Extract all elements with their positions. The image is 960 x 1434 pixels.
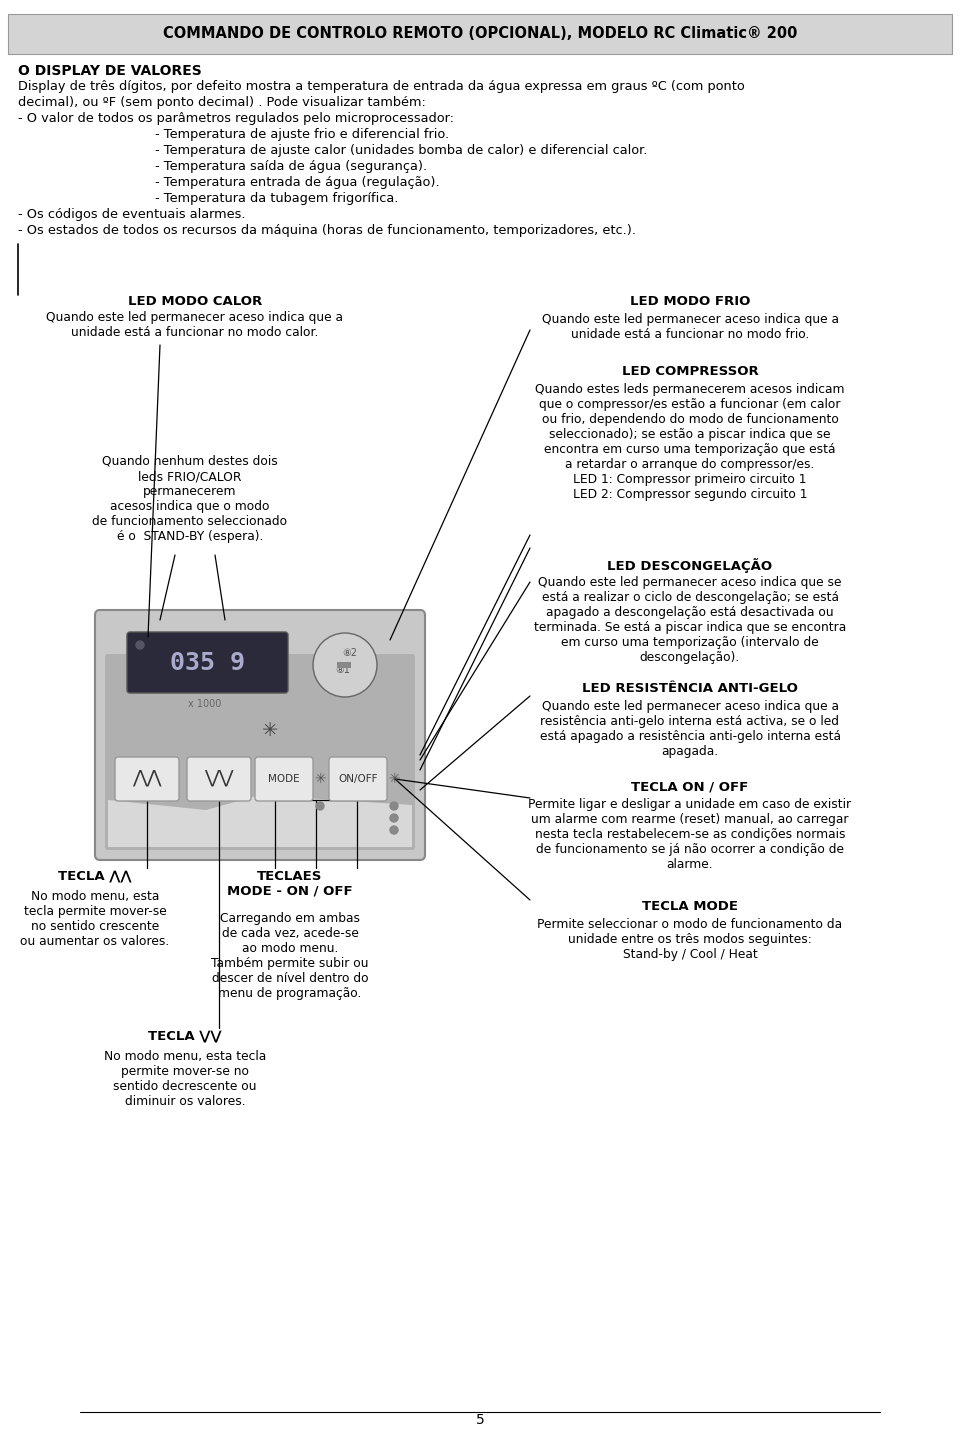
Text: LED RESISTÊNCIA ANTI-GELO: LED RESISTÊNCIA ANTI-GELO	[582, 683, 798, 695]
Text: Permite ligar e desligar a unidade em caso de existir
um alarme com rearme (rese: Permite ligar e desligar a unidade em ca…	[528, 797, 852, 870]
Text: ✳: ✳	[388, 771, 399, 786]
Text: Permite seleccionar o modo de funcionamento da
unidade entre os três modos segui: Permite seleccionar o modo de funcioname…	[538, 918, 843, 961]
Text: ✳: ✳	[262, 720, 278, 740]
Text: - Temperatura saída de água (segurança).: - Temperatura saída de água (segurança).	[155, 161, 427, 174]
Text: Quando nenhum destes dois
leds FRIO/CALOR
permanecerem
acesos indica que o modo
: Quando nenhum destes dois leds FRIO/CALO…	[92, 455, 288, 543]
Circle shape	[136, 641, 144, 650]
Text: Quando este led permanecer aceso indica que a
unidade está a funcionar no modo c: Quando este led permanecer aceso indica …	[46, 311, 344, 338]
Text: LED DESCONGELAÇÃO: LED DESCONGELAÇÃO	[608, 558, 773, 574]
Text: x 1000: x 1000	[188, 698, 222, 708]
Bar	[8, 14, 952, 54]
Text: Quando este led permanecer aceso indica que a
unidade está a funcionar no modo f: Quando este led permanecer aceso indica …	[541, 313, 838, 341]
Text: No modo menu, esta tecla
permite mover-se no
sentido decrescente ou
diminuir os : No modo menu, esta tecla permite mover-s…	[104, 1050, 266, 1108]
FancyBboxPatch shape	[127, 632, 288, 693]
Text: No modo menu, esta
tecla permite mover-se
no sentido crescente
ou aumentar os va: No modo menu, esta tecla permite mover-s…	[20, 891, 170, 948]
Text: - Temperatura da tubagem frigorífica.: - Temperatura da tubagem frigorífica.	[155, 192, 398, 205]
Text: ⋁⋁: ⋁⋁	[204, 770, 233, 789]
Text: TECLA ON / OFF: TECLA ON / OFF	[632, 780, 749, 793]
Text: LED MODO FRIO: LED MODO FRIO	[630, 295, 750, 308]
Text: 5: 5	[475, 1412, 485, 1427]
Text: MODE: MODE	[268, 774, 300, 784]
Circle shape	[390, 826, 398, 835]
Text: LED MODO CALOR: LED MODO CALOR	[128, 295, 262, 308]
Text: Quando este led permanecer aceso indica que a
resistência anti-gelo interna está: Quando este led permanecer aceso indica …	[540, 700, 841, 759]
FancyBboxPatch shape	[95, 609, 425, 860]
Text: ⑧1: ⑧1	[336, 665, 350, 675]
Circle shape	[316, 802, 324, 810]
Text: - Os estados de todos os recursos da máquina (horas de funcionamento, temporizad: - Os estados de todos os recursos da máq…	[18, 224, 636, 237]
Circle shape	[390, 802, 398, 810]
Text: LED COMPRESSOR: LED COMPRESSOR	[622, 366, 758, 379]
Text: TECLA ⋀⋀: TECLA ⋀⋀	[59, 870, 132, 883]
Text: ON/OFF: ON/OFF	[338, 774, 377, 784]
FancyBboxPatch shape	[115, 757, 179, 802]
Text: - Temperatura de ajuste calor (unidades bomba de calor) e diferencial calor.: - Temperatura de ajuste calor (unidades …	[155, 143, 647, 156]
Text: Quando estes leds permanecerem acesos indicam
que o compressor/es estão a funcio: Quando estes leds permanecerem acesos in…	[536, 383, 845, 500]
FancyBboxPatch shape	[329, 757, 387, 802]
FancyBboxPatch shape	[105, 654, 415, 850]
Text: decimal), ou ºF (sem ponto decimal) . Pode visualizar também:: decimal), ou ºF (sem ponto decimal) . Po…	[18, 96, 426, 109]
Text: TECLA ⋁⋁: TECLA ⋁⋁	[148, 1030, 222, 1043]
Text: TECLA MODE: TECLA MODE	[642, 901, 738, 913]
Text: O DISPLAY DE VALORES: O DISPLAY DE VALORES	[18, 65, 202, 77]
Text: - Temperatura de ajuste frio e diferencial frio.: - Temperatura de ajuste frio e diferenci…	[155, 128, 449, 141]
Text: Carregando em ambas
de cada vez, acede-se
ao modo menu.
Também permite subir ou
: Carregando em ambas de cada vez, acede-s…	[211, 912, 369, 999]
Text: - Temperatura entrada de água (regulação).: - Temperatura entrada de água (regulação…	[155, 176, 440, 189]
FancyBboxPatch shape	[255, 757, 313, 802]
Text: Quando este led permanecer aceso indica que se
está a realizar o ciclo de descon: Quando este led permanecer aceso indica …	[534, 576, 846, 664]
Text: COMMANDO DE CONTROLO REMOTO (OPCIONAL), MODELO RC Climatic® 200: COMMANDO DE CONTROLO REMOTO (OPCIONAL), …	[163, 26, 797, 42]
Text: - O valor de todos os parâmetros regulados pelo microprocessador:: - O valor de todos os parâmetros regulad…	[18, 112, 454, 125]
Polygon shape	[108, 794, 412, 847]
Circle shape	[313, 632, 377, 697]
Text: 035 9: 035 9	[171, 651, 246, 675]
Text: ⋀⋀: ⋀⋀	[132, 770, 161, 789]
Bar	[337, 663, 351, 668]
Text: Display de três dígitos, por defeito mostra a temperatura de entrada da água exp: Display de três dígitos, por defeito mos…	[18, 80, 745, 93]
Text: TECLAES
MODE - ON / OFF: TECLAES MODE - ON / OFF	[228, 870, 353, 898]
Circle shape	[390, 815, 398, 822]
FancyBboxPatch shape	[187, 757, 251, 802]
Text: ⑧2: ⑧2	[343, 648, 357, 658]
Text: ✳: ✳	[314, 771, 325, 786]
Text: - Os códigos de eventuais alarmes.: - Os códigos de eventuais alarmes.	[18, 208, 246, 221]
